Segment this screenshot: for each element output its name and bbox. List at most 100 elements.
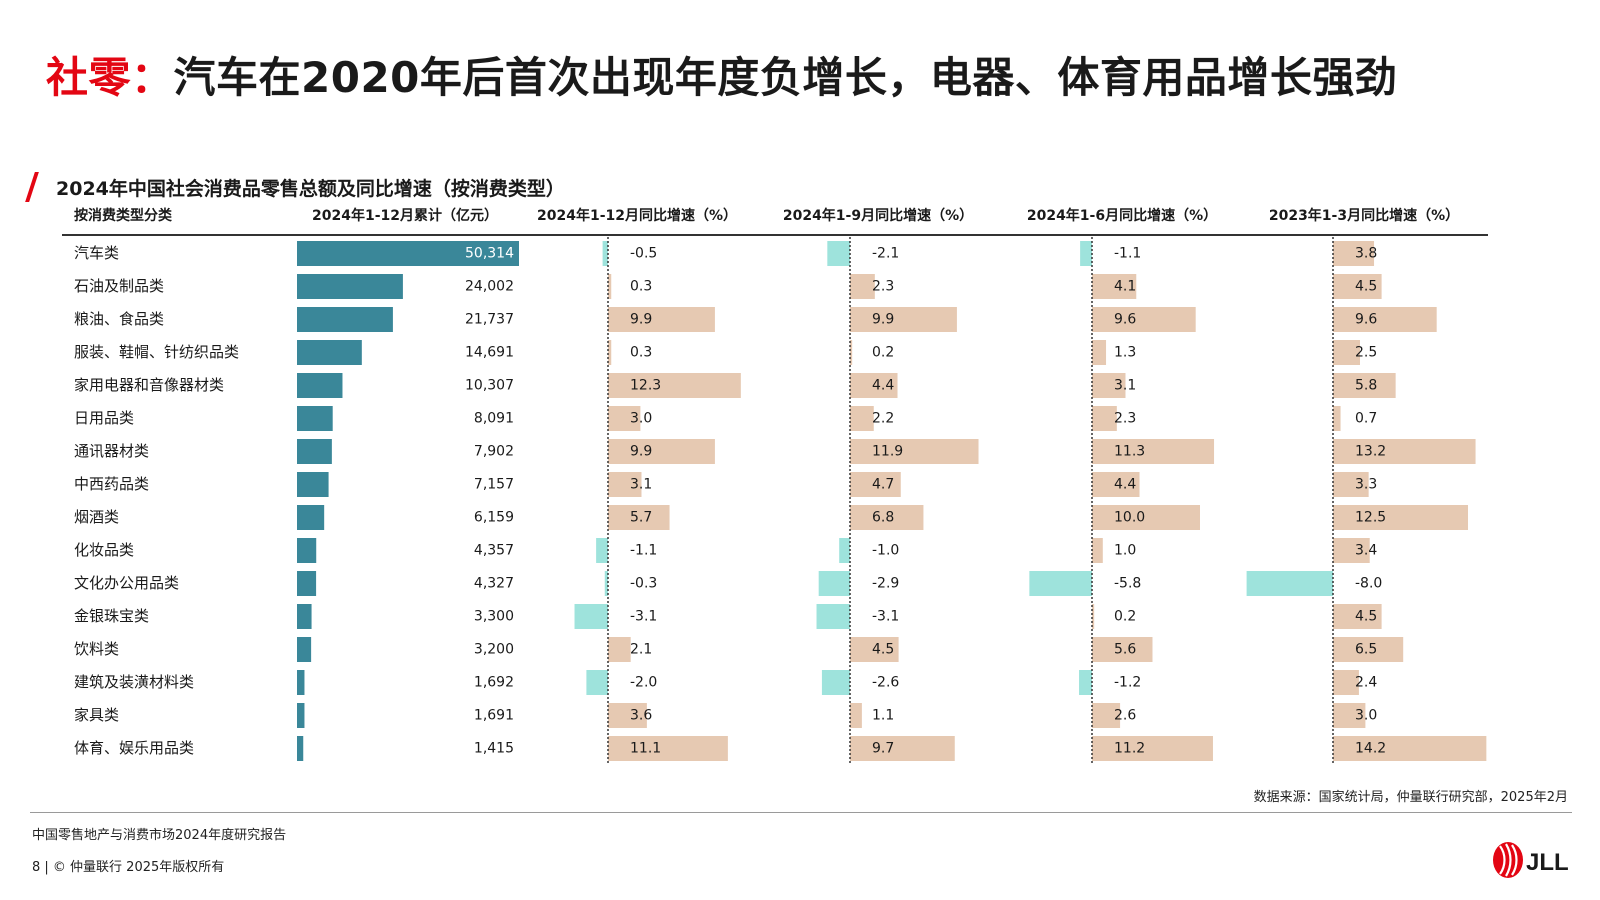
growth-bar <box>1333 406 1341 431</box>
growth-bar <box>1333 505 1468 530</box>
growth-bar <box>608 340 612 365</box>
growth-bar <box>608 439 715 464</box>
row-label: 日用品类 <box>74 409 134 427</box>
total-value-label: 21,737 <box>465 312 514 328</box>
growth-bar <box>608 703 647 728</box>
growth-value-label: 0.2 <box>872 345 894 361</box>
growth-value-label: -2.0 <box>630 675 657 691</box>
total-value-label: 3,200 <box>474 642 514 658</box>
total-bar <box>297 340 362 365</box>
row-label: 体育、娱乐用品类 <box>74 739 194 757</box>
growth-value-label: 11.1 <box>630 741 661 757</box>
growth-value-label: -1.0 <box>872 543 899 559</box>
growth-value-label: -3.1 <box>630 609 657 625</box>
growth-bar <box>839 538 850 563</box>
growth-bar <box>1333 670 1359 695</box>
growth-value-label: 2.3 <box>1114 411 1136 427</box>
growth-value-label: 5.8 <box>1355 378 1377 394</box>
growth-value-label: 3.0 <box>1355 708 1377 724</box>
row-label: 家用电器和音像器材类 <box>74 376 224 394</box>
growth-bar <box>574 604 608 629</box>
growth-bar <box>850 373 898 398</box>
growth-value-label: 3.1 <box>1114 378 1136 394</box>
total-bar <box>297 703 305 728</box>
growth-bar <box>1333 604 1382 629</box>
growth-bar <box>1080 241 1092 266</box>
growth-bar <box>608 736 728 761</box>
growth-value-label: 4.5 <box>1355 279 1377 295</box>
total-value-label: 4,327 <box>474 576 514 592</box>
total-bar <box>297 307 393 332</box>
growth-bar <box>850 736 955 761</box>
total-bar <box>297 670 305 695</box>
growth-value-label: -5.8 <box>1114 576 1141 592</box>
title-main: 汽车在2020年后首次出现年度负增长，电器、体育用品增长强劲 <box>173 53 1398 102</box>
total-value-label: 3,300 <box>474 609 514 625</box>
growth-value-label: 13.2 <box>1355 444 1386 460</box>
growth-value-label: 1.3 <box>1114 345 1136 361</box>
growth-bar <box>1092 538 1103 563</box>
growth-bar <box>1079 670 1092 695</box>
growth-bar <box>596 538 608 563</box>
page-number-copyright: 8 | © 仲量联行 2025年版权所有 <box>32 860 225 875</box>
growth-value-label: 4.7 <box>872 477 894 493</box>
growth-value-label: 9.6 <box>1355 312 1377 328</box>
growth-value-label: 6.8 <box>872 510 894 526</box>
column-header: 2024年1-12月同比增速（%） <box>537 207 737 224</box>
growth-value-label: -1.1 <box>630 543 657 559</box>
total-value-label: 7,157 <box>474 477 514 493</box>
total-value-label: 8,091 <box>474 411 514 427</box>
growth-value-label: 4.1 <box>1114 279 1136 295</box>
growth-bar <box>608 505 670 530</box>
data-source: 数据来源：国家统计局，仲量联行研究部，2025年2月 <box>1253 790 1568 805</box>
total-value-label: 10,307 <box>465 378 514 394</box>
growth-bar <box>608 373 741 398</box>
growth-value-label: 2.2 <box>872 411 894 427</box>
total-bar <box>297 439 332 464</box>
growth-bar <box>850 637 899 662</box>
growth-value-label: 1.1 <box>872 708 894 724</box>
growth-bar <box>1092 505 1200 530</box>
total-value-label: 14,691 <box>465 345 514 361</box>
row-label: 饮料类 <box>74 640 119 658</box>
growth-value-label: 9.6 <box>1114 312 1136 328</box>
chart-title: 2024年中国社会消费品零售总额及同比增速（按消费类型） <box>56 178 565 200</box>
growth-value-label: -2.6 <box>872 675 899 691</box>
growth-bar <box>608 307 715 332</box>
column-header: 2024年1-6月同比增速（%） <box>1027 207 1217 224</box>
growth-value-label: -0.5 <box>630 246 657 262</box>
growth-bar <box>608 406 641 431</box>
growth-value-label: 10.0 <box>1114 510 1145 526</box>
column-header: 2024年1-12月累计（亿元） <box>312 207 498 224</box>
growth-bar <box>1333 736 1487 761</box>
column-header: 2024年1-9月同比增速（%） <box>783 207 973 224</box>
growth-value-label: -0.3 <box>630 576 657 592</box>
growth-bar <box>1092 340 1107 365</box>
growth-bar <box>1333 307 1437 332</box>
growth-bar <box>1029 571 1092 596</box>
growth-value-label: 9.7 <box>872 741 894 757</box>
growth-bar <box>1333 472 1369 497</box>
row-label: 石油及制品类 <box>74 277 164 295</box>
row-label: 服装、鞋帽、针纺织品类 <box>74 343 239 361</box>
total-bar <box>297 373 343 398</box>
growth-bar <box>850 307 957 332</box>
growth-value-label: 3.4 <box>1355 543 1377 559</box>
growth-value-label: 0.2 <box>1114 609 1136 625</box>
growth-value-label: 4.4 <box>1114 477 1136 493</box>
growth-bar <box>1092 274 1137 299</box>
growth-value-label: 2.4 <box>1355 675 1377 691</box>
growth-value-label: 1.0 <box>1114 543 1136 559</box>
growth-value-label: 11.3 <box>1114 444 1145 460</box>
growth-value-label: 5.6 <box>1114 642 1136 658</box>
jll-logo: JLL <box>1493 842 1569 878</box>
total-bar <box>297 274 403 299</box>
row-label: 中西药品类 <box>74 475 149 493</box>
growth-bar <box>850 340 853 365</box>
growth-bar <box>608 274 612 299</box>
growth-value-label: -1.1 <box>1114 246 1141 262</box>
growth-value-label: 6.5 <box>1355 642 1377 658</box>
growth-bar <box>1092 736 1213 761</box>
growth-value-label: 3.3 <box>1355 477 1377 493</box>
growth-bar <box>1092 373 1126 398</box>
